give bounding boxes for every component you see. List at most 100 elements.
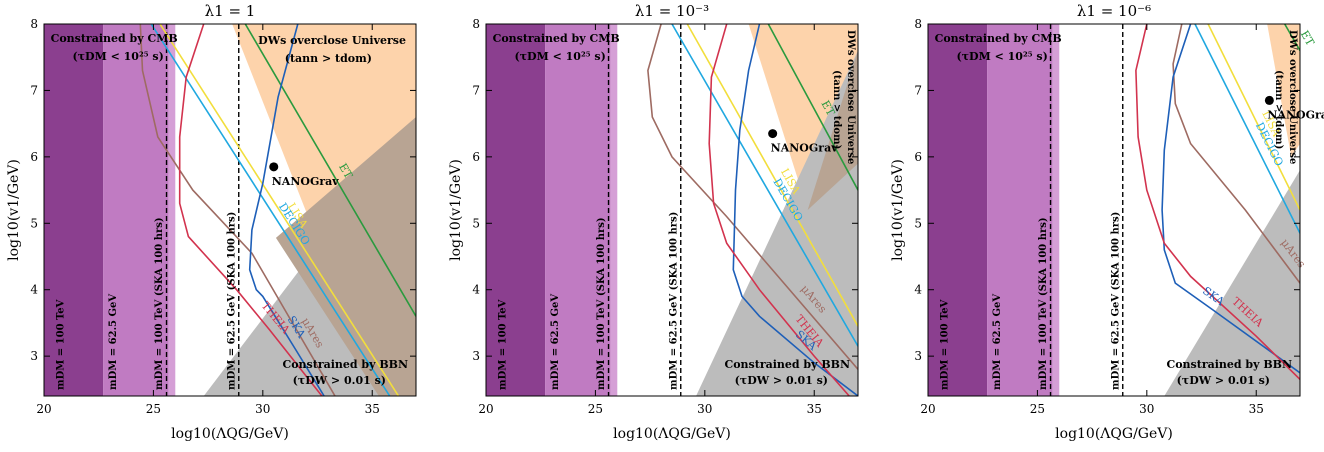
y-tick-label: 8 [30,17,38,31]
x-tick-label: 20 [920,402,935,416]
cmb-label: Constrained by CMB [493,32,620,45]
x-tick-label: 20 [36,402,51,416]
x-axis-label: log10(ΛQG/GeV) [613,426,731,442]
overclose-group: DWs overclose Universe(tann > tdom) [1273,30,1298,164]
curve-SKA [248,24,325,396]
x-tick-label: 30 [1139,402,1154,416]
x-axis-label: log10(ΛQG/GeV) [171,426,289,442]
plot-frame [43,23,417,397]
region-overlap [275,117,416,396]
curve-SKA [1161,24,1300,374]
region-gray_bbn [1164,170,1300,396]
cmb-label: Constrained by CMB [935,32,1062,45]
curve-μAres [1172,24,1300,284]
curve-THEIA [1135,24,1300,380]
overclose-sublabel: (tann > tdom) [285,52,372,65]
y-tick-label: 7 [914,83,922,97]
region-overlap [807,50,858,211]
x-tick-label: 35 [365,402,380,416]
mass-label-100tev-ska: mDM = 100 TeV (SKA 100 hrs) [596,217,607,390]
curve-LISA [159,24,400,396]
nanograv-point [768,129,778,139]
y-tick-label: 4 [472,283,480,297]
region-cmb_light [103,24,169,396]
y-tick-label: 8 [472,17,480,31]
mass-label-62gev: mDM = 62.5 GeV [550,294,561,390]
bbn-sublabel: (τDW > 0.01 s) [293,374,386,387]
mass-label-100tev: mDM = 100 TeV [940,299,951,390]
x-tick-label: 25 [146,402,161,416]
curve-DECIGO [1194,24,1300,234]
region-cmb_light [545,24,611,396]
x-tick-label: 35 [807,402,822,416]
y-tick-label: 5 [472,216,480,230]
x-axis-label: log10(ΛQG/GeV) [1055,426,1173,442]
region-cmb_light [987,24,1053,396]
panel-2: ETLISADECIGOμAresSKATHEIANANOGravConstra… [448,2,859,442]
mass-label-100tev: mDM = 100 TeV [498,299,509,390]
bbn-label: Constrained by BBN [282,358,408,371]
curve-μAres [647,24,858,370]
cmb-sublabel: (τDM < 10²⁵ s) [514,50,605,63]
region-violet_strip [1052,24,1060,396]
y-tick-label: 6 [30,150,38,164]
mass-label-62gev: mDM = 62.5 GeV [108,294,119,390]
curve-DECIGO [671,24,858,347]
y-tick-label: 5 [30,216,38,230]
y-tick-label: 3 [472,349,480,363]
bbn-label: Constrained by BBN [724,358,850,371]
region-orange_overclose [1267,24,1300,157]
cmb-label: Constrained by CMB [51,32,178,45]
cmb-sublabel: (τDM < 10²⁵ s) [72,50,163,63]
y-tick-label: 3 [30,349,38,363]
panel-1: ETLISADECIGOμAresSKATHEIANANOGravConstra… [6,2,417,442]
y-tick-label: 8 [914,17,922,31]
cmb-sublabel: (τDM < 10²⁵ s) [956,50,1047,63]
y-tick-label: 3 [914,349,922,363]
overclose-group: DWs overclose Universe(tann > tdom) [831,30,856,164]
nanograv-label: NANOGrav [771,142,839,155]
plot-frame [927,23,1301,397]
overclose-sublabel: (tann > tdom) [1273,70,1284,149]
y-tick-label: 6 [472,150,480,164]
mass-label-100tev-ska: mDM = 100 TeV (SKA 100 hrs) [1038,217,1049,390]
y-tick-label: 5 [914,216,922,230]
curve-ET [1284,24,1300,51]
plot-area [928,24,1300,396]
plot-frame [485,23,859,397]
panel-3: ETLISADECIGOμAresSKATHEIANANOGravConstra… [890,2,1324,442]
y-axis-label: log10(v1/GeV) [890,159,906,261]
curve-LISA [1207,24,1300,211]
x-tick-label: 25 [1030,402,1045,416]
mass-label-100tev: mDM = 100 TeV [56,299,67,390]
mass-label-62gev-ska: mDM = 62.5 GeV (SKA 100 hrs) [1110,212,1121,390]
plot-area [486,24,858,396]
bbn-label: Constrained by BBN [1166,358,1292,371]
bbn-sublabel: (τDW > 0.01 s) [1177,374,1270,387]
y-tick-label: 4 [30,283,38,297]
mass-label-62gev-ska: mDM = 62.5 GeV (SKA 100 hrs) [226,212,237,390]
panel-title: λ1 = 10⁻³ [635,2,709,20]
nanograv-label: NANOGrav [272,175,340,188]
curve-THEIA [178,24,323,396]
plot-area [44,24,416,396]
overclose-label: DWs overclose Universe [1287,30,1298,164]
overclose-label: DWs overclose Universe [258,34,406,47]
y-axis-label: log10(v1/GeV) [448,159,464,261]
curve-ET [244,24,416,317]
x-tick-label: 30 [697,402,712,416]
mass-label-100tev-ska: mDM = 100 TeV (SKA 100 hrs) [154,217,165,390]
panel-title: λ1 = 1 [205,2,256,20]
y-tick-label: 6 [914,150,922,164]
curve-LISA [686,24,858,327]
y-tick-label: 7 [30,83,38,97]
region-violet_strip [168,24,176,396]
y-tick-label: 4 [914,283,922,297]
x-tick-label: 30 [255,402,270,416]
panel-title: λ1 = 10⁻⁶ [1077,2,1151,20]
nanograv-point [1264,95,1274,105]
nanograv-label: NANOGrav [1267,108,1324,121]
region-gray_bbn [696,50,858,396]
curve-DECIGO [150,24,391,396]
curve-μAres [139,24,336,396]
